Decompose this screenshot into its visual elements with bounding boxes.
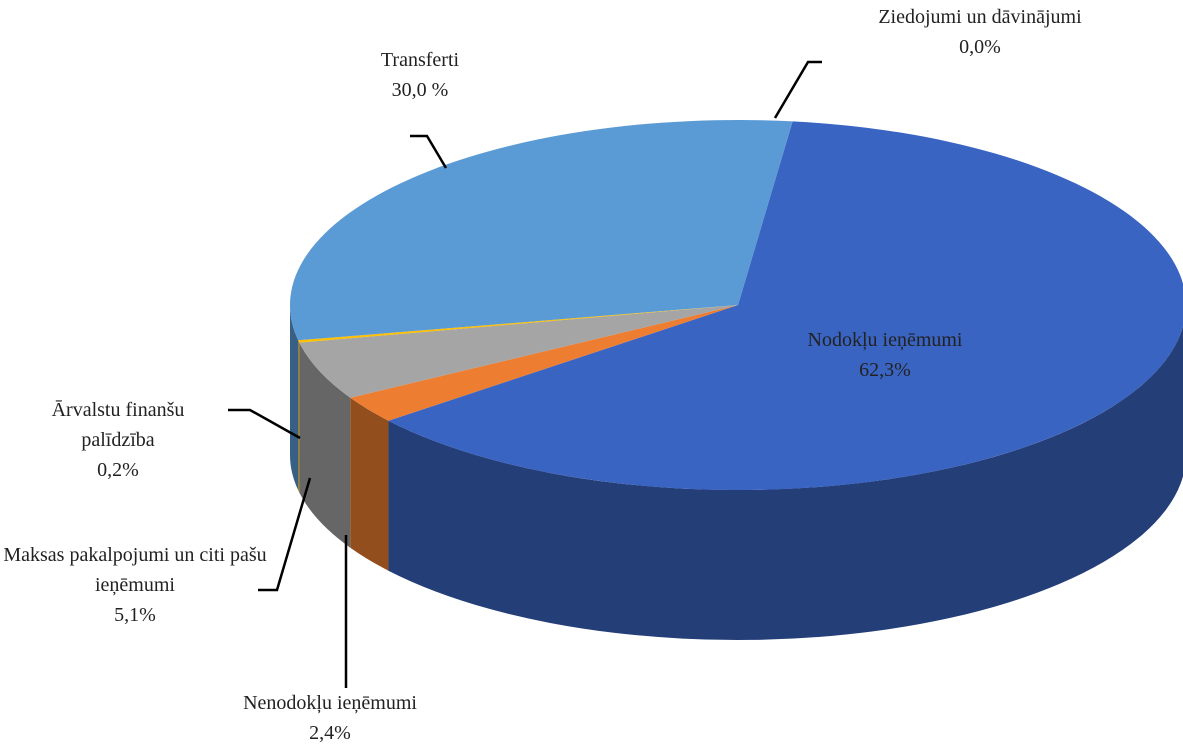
data-label: Nenodokļu ieņēmumi 2,4% — [243, 688, 417, 748]
category-label: Transferti — [380, 49, 460, 71]
category-label: Maksas pakalpojumi un citi pašu ieņēmumi — [3, 544, 267, 596]
value-label: 5,1% — [114, 604, 156, 626]
pie-slice — [350, 305, 738, 421]
category-label: Ziedojumi un dāvinājumi — [878, 6, 1082, 28]
pie-side — [299, 342, 351, 548]
data-label: Transferti 30,0 % — [381, 45, 459, 105]
pie-slice — [388, 121, 1183, 490]
data-label: Ziedojumi un dāvinājumi 0,0% — [878, 2, 1081, 62]
category-label: Ārvalstu finanšu palīdzība — [51, 399, 185, 451]
value-label: 0,2% — [97, 459, 139, 481]
pie-slice — [289, 120, 793, 341]
category-label: Nodokļu ieņēmumi — [807, 329, 963, 351]
pie-side — [388, 326, 1183, 640]
category-label: Nenodokļu ieņēmumi — [243, 692, 417, 714]
pie-side — [350, 397, 389, 571]
value-label: 30,0 % — [391, 79, 449, 101]
value-label: 62,3% — [859, 359, 911, 381]
leader-line — [773, 60, 822, 119]
leader-line — [228, 408, 301, 440]
data-label: Ārvalstu finanšu palīdzība 0,2% — [23, 395, 213, 485]
data-label: Nodokļu ieņēmumi 62,3% — [808, 325, 963, 385]
pie-side — [298, 340, 300, 493]
leader-line — [410, 134, 448, 169]
value-label: 0,0% — [959, 36, 1001, 58]
pie-slice — [298, 305, 738, 343]
leader-line — [258, 477, 312, 592]
data-label: Maksas pakalpojumi un citi pašu ieņēmumi… — [0, 540, 270, 630]
pie-slice — [299, 305, 738, 398]
pie-side — [290, 305, 299, 491]
value-label: 2,4% — [309, 722, 351, 744]
